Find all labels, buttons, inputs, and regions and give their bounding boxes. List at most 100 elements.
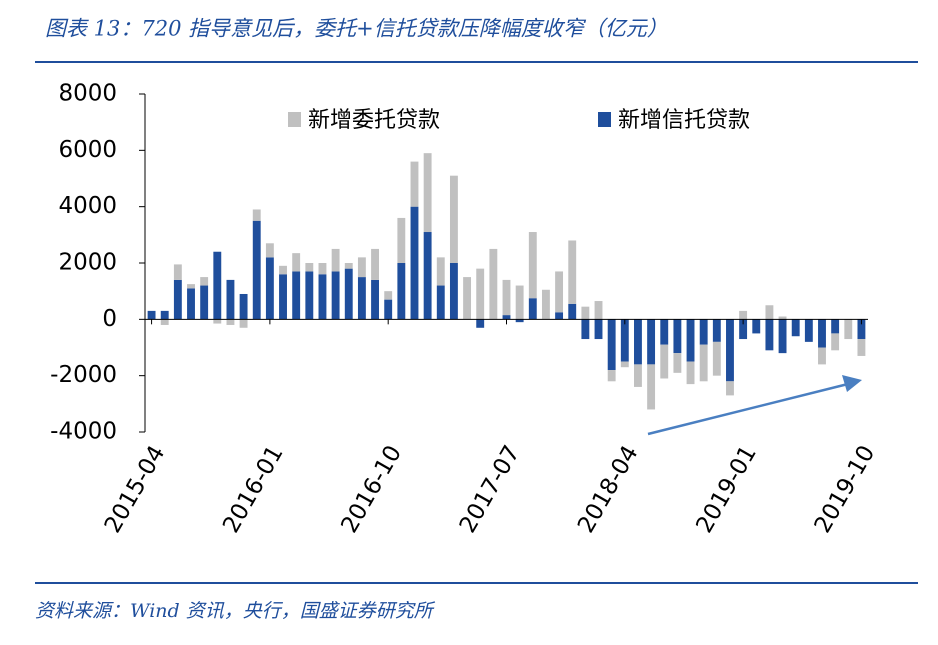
bar (607, 370, 616, 382)
bar (344, 263, 353, 269)
x-tick-label: 2018-04 (573, 441, 644, 537)
bar (699, 319, 708, 345)
bar (279, 265, 287, 275)
bar (463, 277, 472, 320)
bar (502, 279, 511, 316)
y-tick-label: -2000 (50, 362, 117, 388)
bar (213, 319, 222, 324)
bar (686, 319, 695, 362)
y-tick-label: 0 (102, 306, 117, 332)
bar (844, 319, 853, 340)
bar (173, 264, 182, 280)
bar (831, 333, 840, 351)
bar (620, 319, 629, 362)
chart-title: 图表 13：720 指导意见后，委托+信托贷款压降幅度收窄（亿元） (45, 17, 668, 41)
bar (607, 319, 616, 371)
bar (384, 299, 393, 320)
bar (765, 305, 774, 320)
bar (555, 271, 564, 313)
bar (331, 248, 340, 272)
bar (476, 268, 485, 320)
bar (634, 319, 642, 365)
bar (331, 271, 340, 320)
source: 资料来源：Wind 资讯，央行，国盛证券研究所 (35, 600, 436, 622)
bar (712, 319, 721, 342)
bar (384, 291, 393, 300)
bar (357, 257, 366, 278)
bar (476, 319, 485, 328)
bar (581, 319, 590, 340)
bar (226, 279, 235, 320)
bar (449, 263, 458, 320)
bar (357, 277, 366, 320)
bar (528, 232, 537, 299)
bar (555, 312, 564, 320)
bar (239, 293, 248, 320)
bar (318, 274, 327, 320)
bar (436, 285, 445, 320)
bar (318, 263, 327, 275)
bar (423, 232, 432, 320)
y-tick-label: 6000 (58, 137, 117, 163)
bar (647, 364, 656, 410)
bar (568, 240, 577, 304)
y-tick-label: 8000 (58, 81, 117, 107)
bar (187, 288, 195, 320)
bar (239, 319, 248, 328)
bar (423, 153, 432, 233)
y-tick-label: 4000 (58, 193, 117, 219)
x-tick-label: 2017-07 (455, 441, 526, 537)
bar (726, 319, 734, 382)
bar (436, 257, 445, 286)
bar (397, 263, 406, 320)
bar (647, 319, 656, 365)
legend-label: 新增委托贷款 (308, 108, 440, 133)
bar (489, 248, 498, 320)
bar (265, 243, 274, 258)
bar (581, 306, 590, 320)
bar (818, 347, 826, 365)
bar (857, 339, 866, 356)
bar (660, 319, 669, 345)
legend-label: 新增信托贷款 (618, 108, 750, 133)
y-tick-label: 2000 (58, 250, 117, 276)
legend-swatch (598, 112, 611, 127)
bar (515, 319, 524, 323)
bar (305, 263, 314, 272)
bar (502, 315, 511, 320)
bar (673, 353, 682, 373)
bar (686, 361, 695, 385)
y-tick-label: -4000 (50, 419, 117, 445)
bar (292, 253, 301, 272)
x-tick-label: 2016-10 (336, 441, 407, 537)
bar (200, 285, 209, 320)
bar (541, 289, 550, 320)
bar (305, 271, 314, 320)
bar (410, 161, 419, 207)
bar (739, 319, 748, 340)
bar (371, 279, 379, 320)
bar (673, 319, 682, 354)
bar (857, 319, 866, 340)
bar (279, 274, 287, 320)
bar (397, 217, 406, 263)
bar (739, 310, 748, 320)
x-tick-label: 2019-01 (691, 441, 762, 537)
bar (528, 298, 537, 320)
x-tick-label: 2016-01 (218, 441, 289, 537)
bar (213, 251, 222, 320)
bar (292, 271, 301, 320)
bar (568, 303, 577, 320)
bar (344, 268, 353, 320)
bar (594, 301, 603, 320)
bar (265, 257, 274, 320)
bar (594, 319, 603, 340)
x-tick-label: 2015-04 (100, 441, 171, 537)
bar (173, 279, 182, 320)
bar (660, 344, 669, 379)
bar (752, 319, 761, 334)
bar (712, 341, 721, 376)
trend-arrow (647, 375, 862, 436)
bar (778, 319, 787, 354)
